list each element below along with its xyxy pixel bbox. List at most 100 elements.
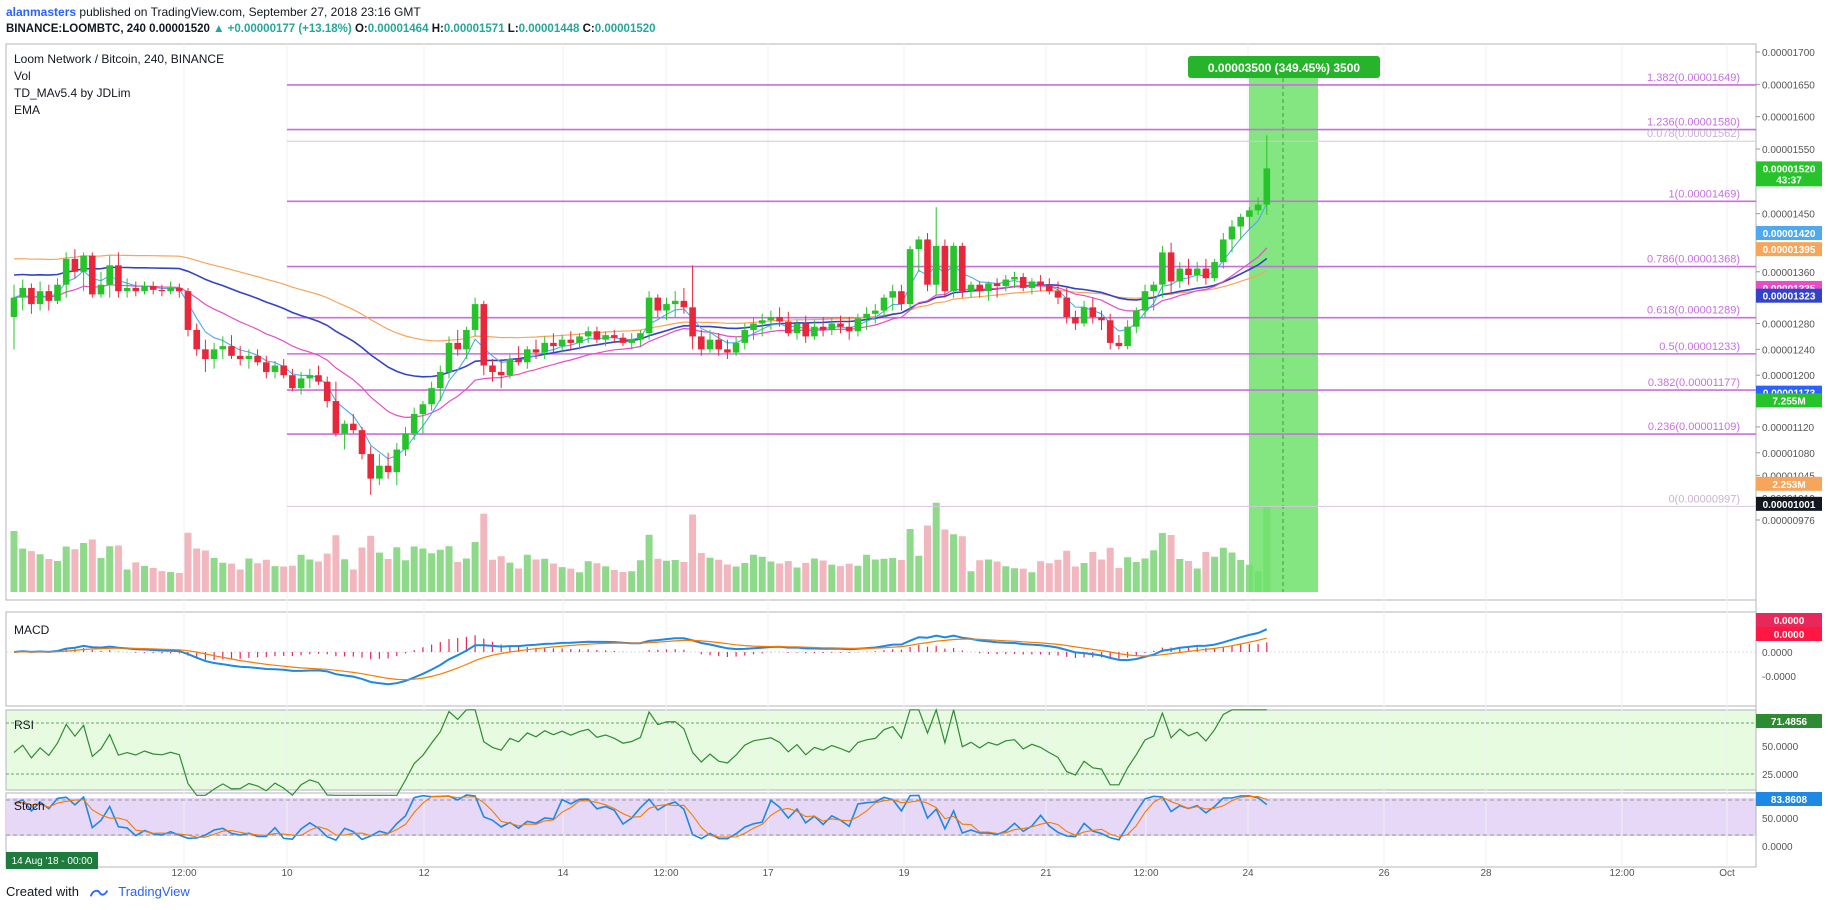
candle-body[interactable] bbox=[932, 245, 940, 285]
candle-body[interactable] bbox=[80, 255, 87, 272]
candle-body[interactable] bbox=[811, 326, 818, 337]
candle-body[interactable] bbox=[724, 349, 731, 353]
candle-body[interactable] bbox=[950, 245, 957, 292]
candle-body[interactable] bbox=[698, 336, 705, 350]
candle-body[interactable] bbox=[1054, 291, 1062, 298]
candle-body[interactable] bbox=[280, 365, 287, 376]
candle-body[interactable] bbox=[271, 365, 279, 372]
candle-body[interactable] bbox=[1263, 168, 1271, 205]
candle-body[interactable] bbox=[941, 245, 949, 292]
candle-body[interactable] bbox=[71, 258, 79, 272]
candle-body[interactable] bbox=[89, 255, 96, 295]
candle-body[interactable] bbox=[1019, 276, 1027, 288]
candle-body[interactable] bbox=[1011, 276, 1018, 280]
candle-body[interactable] bbox=[785, 321, 792, 334]
candle-body[interactable] bbox=[376, 465, 383, 479]
candle-body[interactable] bbox=[263, 362, 270, 372]
candle-body[interactable] bbox=[236, 355, 244, 360]
candle-body[interactable] bbox=[167, 287, 174, 292]
candle-body[interactable] bbox=[706, 339, 714, 350]
candle-body[interactable] bbox=[1185, 268, 1192, 276]
candle-body[interactable] bbox=[149, 286, 157, 290]
candle-body[interactable] bbox=[306, 375, 314, 379]
candle-body[interactable] bbox=[428, 388, 435, 405]
candle-body[interactable] bbox=[297, 378, 305, 389]
candle-body[interactable] bbox=[1220, 239, 1227, 263]
candle-body[interactable] bbox=[193, 329, 200, 350]
candle-body[interactable] bbox=[1150, 284, 1157, 292]
candle-body[interactable] bbox=[767, 317, 775, 321]
candle-body[interactable] bbox=[1237, 216, 1244, 227]
candle-body[interactable] bbox=[1028, 281, 1036, 288]
candle-body[interactable] bbox=[1141, 291, 1149, 311]
candle-body[interactable] bbox=[584, 331, 592, 337]
candle-body[interactable] bbox=[967, 284, 975, 292]
candle-body[interactable] bbox=[19, 287, 26, 298]
candle-body[interactable] bbox=[715, 339, 722, 350]
candle-body[interactable] bbox=[837, 323, 844, 327]
candle-body[interactable] bbox=[1159, 252, 1166, 285]
candle-body[interactable] bbox=[1063, 297, 1070, 318]
candle-body[interactable] bbox=[689, 307, 696, 337]
candle-body[interactable] bbox=[158, 289, 166, 292]
legend-item-tdma[interactable]: TD_MAv5.4 by JDLim bbox=[14, 86, 130, 100]
rsi-label[interactable]: RSI bbox=[14, 718, 34, 732]
candle-body[interactable] bbox=[732, 342, 740, 353]
candle-body[interactable] bbox=[863, 313, 870, 319]
candle-body[interactable] bbox=[141, 286, 148, 292]
candle-body[interactable] bbox=[219, 346, 227, 350]
candle-body[interactable] bbox=[1254, 204, 1262, 211]
candle-body[interactable] bbox=[419, 404, 427, 414]
legend-item-ema[interactable]: EMA bbox=[14, 103, 40, 117]
candle-body[interactable] bbox=[593, 331, 601, 340]
legend-item-vol[interactable]: Vol bbox=[14, 69, 31, 83]
candle-body[interactable] bbox=[1002, 279, 1010, 286]
candle-body[interactable] bbox=[471, 304, 479, 330]
candle-body[interactable] bbox=[532, 349, 540, 353]
candle-body[interactable] bbox=[628, 339, 635, 343]
candle-body[interactable] bbox=[367, 454, 374, 479]
candle-body[interactable] bbox=[245, 355, 253, 360]
candle-body[interactable] bbox=[663, 304, 670, 311]
candle-body[interactable] bbox=[384, 465, 392, 473]
candle-body[interactable] bbox=[393, 449, 401, 473]
candle-body[interactable] bbox=[1115, 342, 1123, 347]
candle-body[interactable] bbox=[1202, 268, 1210, 279]
candle-body[interactable] bbox=[1167, 252, 1175, 282]
candle-body[interactable] bbox=[45, 291, 53, 301]
candle-body[interactable] bbox=[541, 342, 548, 353]
candle-body[interactable] bbox=[28, 287, 35, 305]
candle-body[interactable] bbox=[350, 423, 357, 431]
author-name[interactable]: alanmasters bbox=[6, 5, 77, 19]
candle-body[interactable] bbox=[845, 326, 853, 332]
candle-body[interactable] bbox=[1246, 210, 1253, 217]
candle-body[interactable] bbox=[976, 284, 983, 292]
candle-body[interactable] bbox=[1046, 284, 1053, 292]
candle-body[interactable] bbox=[1072, 317, 1079, 324]
candle-body[interactable] bbox=[454, 342, 461, 350]
candle-body[interactable] bbox=[602, 335, 609, 340]
candle-body[interactable] bbox=[1133, 310, 1140, 327]
candle-body[interactable] bbox=[906, 249, 914, 305]
candle-body[interactable] bbox=[62, 258, 70, 285]
candle-body[interactable] bbox=[515, 359, 522, 363]
candle-body[interactable] bbox=[654, 297, 662, 311]
candle-body[interactable] bbox=[558, 339, 566, 347]
stoch-label[interactable]: Stoch bbox=[14, 799, 45, 813]
candle-body[interactable] bbox=[1211, 262, 1218, 279]
candle-body[interactable] bbox=[1106, 320, 1114, 343]
candle-body[interactable] bbox=[210, 349, 218, 360]
candle-body[interactable] bbox=[819, 326, 827, 330]
candle-body[interactable] bbox=[741, 329, 749, 343]
candle-body[interactable] bbox=[228, 346, 235, 356]
candle-body[interactable] bbox=[802, 323, 809, 337]
candle-body[interactable] bbox=[671, 300, 679, 305]
candle-body[interactable] bbox=[437, 371, 444, 389]
candle-body[interactable] bbox=[637, 333, 644, 340]
candle-body[interactable] bbox=[750, 323, 757, 330]
candle-body[interactable] bbox=[985, 283, 992, 292]
candle-body[interactable] bbox=[1228, 226, 1236, 240]
candle-body[interactable] bbox=[358, 430, 366, 455]
candle-body[interactable] bbox=[1080, 307, 1088, 324]
candle-body[interactable] bbox=[854, 318, 862, 332]
